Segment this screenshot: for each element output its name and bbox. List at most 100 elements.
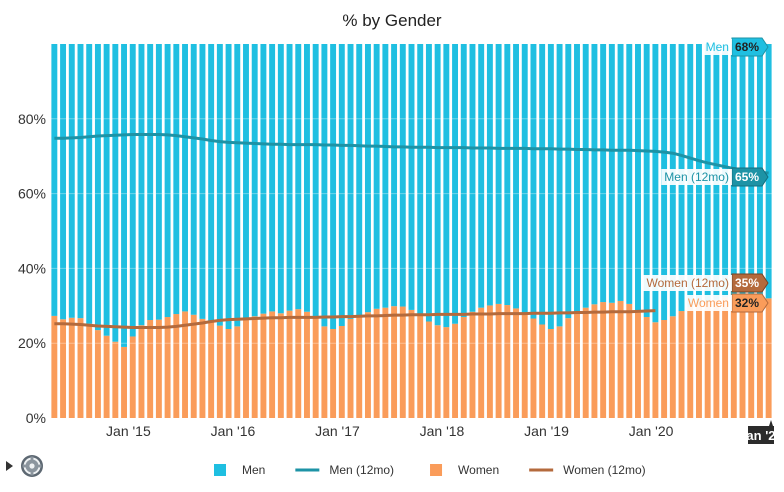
- women-bar[interactable]: [182, 311, 188, 418]
- men-bar[interactable]: [338, 44, 345, 326]
- men-bar[interactable]: [147, 44, 154, 321]
- men-bar[interactable]: [269, 44, 276, 312]
- women-bar[interactable]: [730, 295, 737, 418]
- women-bar[interactable]: [382, 307, 389, 418]
- women-bar[interactable]: [765, 298, 772, 418]
- women-bar[interactable]: [452, 323, 459, 418]
- women-bar[interactable]: [696, 304, 702, 418]
- men-12mo-line[interactable]: [54, 133, 769, 175]
- women-bar[interactable]: [77, 318, 84, 418]
- women-bar[interactable]: [68, 317, 75, 418]
- men-bar[interactable]: [574, 44, 580, 313]
- women-bar[interactable]: [199, 318, 206, 418]
- men-bar[interactable]: [608, 44, 615, 303]
- women-bar[interactable]: [103, 335, 110, 418]
- men-bar[interactable]: [286, 44, 293, 311]
- women-bar[interactable]: [234, 326, 241, 418]
- men-bar[interactable]: [556, 44, 563, 327]
- men-bar[interactable]: [408, 44, 415, 310]
- women-bar[interactable]: [617, 300, 624, 418]
- women-bar[interactable]: [173, 314, 180, 418]
- women-bar[interactable]: [722, 297, 729, 418]
- men-bar[interactable]: [547, 44, 554, 329]
- women-bar[interactable]: [521, 313, 528, 418]
- men-bar[interactable]: [460, 44, 467, 318]
- men-bar[interactable]: [243, 44, 249, 320]
- women-bar[interactable]: [643, 317, 650, 418]
- women-bar[interactable]: [661, 320, 668, 418]
- women-bar[interactable]: [260, 313, 267, 418]
- women-bar[interactable]: [304, 311, 310, 418]
- women-bar[interactable]: [687, 306, 694, 418]
- women-bar[interactable]: [425, 321, 432, 418]
- women-bar[interactable]: [94, 330, 101, 418]
- women-bar[interactable]: [417, 315, 424, 418]
- men-bar[interactable]: [364, 44, 371, 313]
- women-bar[interactable]: [243, 319, 249, 418]
- women-bar[interactable]: [225, 328, 232, 418]
- men-bar[interactable]: [356, 44, 363, 316]
- men-bar[interactable]: [635, 44, 641, 312]
- women-bar[interactable]: [591, 304, 598, 418]
- women-bar[interactable]: [460, 317, 467, 418]
- men-bar[interactable]: [652, 44, 659, 323]
- women-bar[interactable]: [330, 328, 337, 418]
- women-bar[interactable]: [539, 324, 546, 419]
- women-bar[interactable]: [399, 306, 406, 418]
- men-bar[interactable]: [330, 44, 337, 329]
- men-bar[interactable]: [469, 44, 476, 312]
- women-bar[interactable]: [356, 315, 363, 418]
- play-icon[interactable]: [6, 461, 13, 471]
- men-bar[interactable]: [199, 44, 206, 319]
- women-bar[interactable]: [364, 312, 371, 418]
- men-bar[interactable]: [391, 44, 398, 307]
- men-bar[interactable]: [373, 44, 380, 309]
- women-bar[interactable]: [495, 303, 502, 418]
- men-bar[interactable]: [347, 44, 354, 319]
- women-bar[interactable]: [277, 313, 284, 418]
- women-bar[interactable]: [748, 296, 755, 418]
- women-bar[interactable]: [635, 311, 641, 418]
- men-bar[interactable]: [617, 44, 624, 301]
- women-bar[interactable]: [582, 307, 589, 418]
- men-bar[interactable]: [138, 44, 145, 326]
- men-bar[interactable]: [277, 44, 284, 314]
- legend-item-women-12mo[interactable]: Women (12mo): [529, 463, 646, 477]
- women-bar[interactable]: [652, 322, 659, 418]
- women-bar[interactable]: [51, 315, 58, 418]
- women-bar[interactable]: [486, 305, 493, 418]
- men-bar[interactable]: [68, 44, 75, 318]
- legend-item-men-12mo[interactable]: Men (12mo): [295, 463, 394, 477]
- men-bar[interactable]: [513, 44, 519, 309]
- women-bar[interactable]: [164, 317, 171, 418]
- women-bar[interactable]: [565, 318, 572, 418]
- women-bar[interactable]: [286, 310, 293, 418]
- women-12mo-line[interactable]: [54, 309, 656, 329]
- men-bar[interactable]: [121, 44, 127, 347]
- men-bar[interactable]: [164, 44, 171, 318]
- women-bar[interactable]: [190, 314, 197, 418]
- women-bar[interactable]: [121, 346, 127, 418]
- women-bar[interactable]: [321, 326, 328, 418]
- women-bar[interactable]: [443, 327, 450, 418]
- men-bar[interactable]: [399, 44, 406, 307]
- men-bar[interactable]: [765, 44, 772, 299]
- men-bar[interactable]: [225, 44, 232, 329]
- men-bar[interactable]: [486, 44, 493, 306]
- women-bar[interactable]: [530, 318, 537, 418]
- women-bar[interactable]: [138, 325, 145, 418]
- women-bar[interactable]: [713, 299, 720, 418]
- women-bar[interactable]: [513, 308, 519, 418]
- men-bar[interactable]: [77, 44, 84, 319]
- men-bar[interactable]: [417, 44, 424, 316]
- men-bar[interactable]: [182, 44, 188, 312]
- women-bar[interactable]: [574, 312, 580, 418]
- men-bar[interactable]: [521, 44, 528, 314]
- men-bar[interactable]: [582, 44, 589, 308]
- legend-item-men[interactable]: Men: [214, 463, 265, 477]
- women-bar[interactable]: [208, 321, 215, 418]
- women-bar[interactable]: [756, 299, 763, 418]
- men-bar[interactable]: [626, 44, 633, 304]
- women-bar[interactable]: [556, 326, 563, 418]
- women-bar[interactable]: [155, 319, 162, 418]
